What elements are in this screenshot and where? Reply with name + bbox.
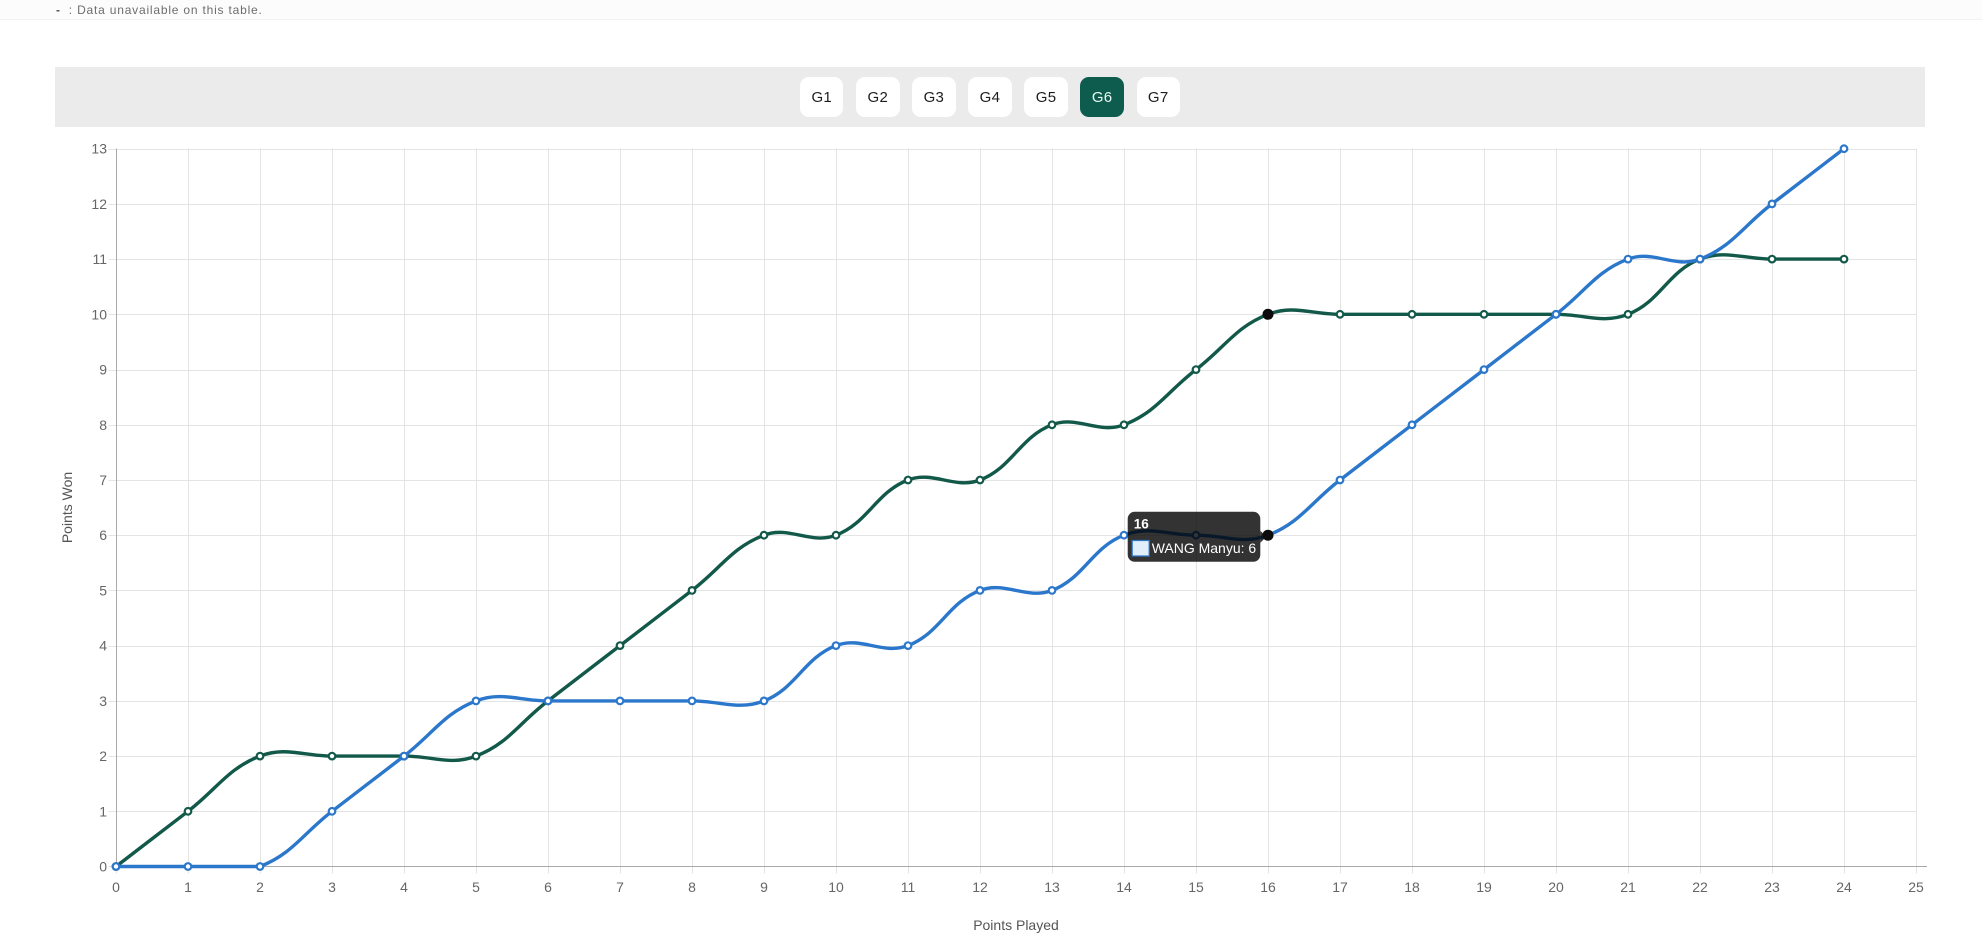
svg-text:10: 10	[828, 879, 844, 895]
svg-text:2: 2	[99, 748, 107, 764]
svg-text:12: 12	[91, 196, 107, 212]
svg-text:8: 8	[688, 879, 696, 895]
svg-text:WANG Manyu: 6: WANG Manyu: 6	[1152, 540, 1257, 556]
svg-text:10: 10	[91, 306, 107, 322]
svg-text:17: 17	[1332, 879, 1348, 895]
svg-text:6: 6	[544, 879, 552, 895]
svg-text:1: 1	[99, 803, 107, 819]
svg-text:6: 6	[99, 527, 107, 543]
svg-text:5: 5	[99, 582, 107, 598]
svg-text:19: 19	[1476, 879, 1492, 895]
svg-text:7: 7	[99, 472, 107, 488]
svg-text:23: 23	[1764, 879, 1780, 895]
svg-text:0: 0	[112, 879, 120, 895]
svg-text:16: 16	[1134, 517, 1150, 532]
svg-text:1: 1	[184, 879, 192, 895]
svg-text:4: 4	[400, 879, 408, 895]
svg-text:Points Won: Points Won	[59, 472, 75, 543]
svg-text:13: 13	[91, 141, 107, 157]
svg-text:0: 0	[99, 859, 107, 875]
svg-text:18: 18	[1404, 879, 1420, 895]
svg-text:3: 3	[328, 879, 336, 895]
svg-text:24: 24	[1836, 879, 1852, 895]
svg-text:16: 16	[1260, 879, 1276, 895]
svg-text:14: 14	[1116, 879, 1132, 895]
svg-text:11: 11	[901, 879, 916, 895]
svg-text:11: 11	[92, 251, 107, 267]
svg-text:4: 4	[99, 638, 107, 654]
svg-text:9: 9	[99, 362, 107, 378]
svg-text:9: 9	[760, 879, 768, 895]
svg-text:5: 5	[472, 879, 480, 895]
svg-text:13: 13	[1044, 879, 1060, 895]
svg-text:22: 22	[1692, 879, 1708, 895]
svg-text:3: 3	[99, 693, 107, 709]
svg-text:20: 20	[1548, 879, 1564, 895]
svg-text:7: 7	[616, 879, 624, 895]
svg-text:12: 12	[972, 879, 988, 895]
svg-text:2: 2	[256, 879, 264, 895]
svg-text:Points Played: Points Played	[973, 917, 1059, 933]
svg-text:8: 8	[99, 417, 107, 433]
svg-text:25: 25	[1908, 879, 1924, 895]
svg-text:21: 21	[1620, 879, 1636, 895]
svg-text:15: 15	[1188, 879, 1204, 895]
